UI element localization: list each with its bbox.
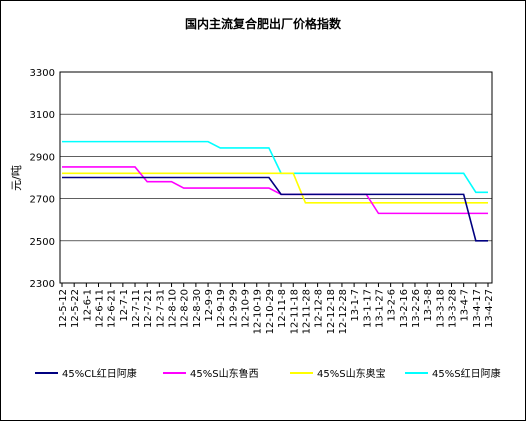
x-tick-label: 13-3-18 [435, 289, 446, 328]
x-tick-label: 12-5-12 [58, 289, 69, 328]
x-tick-label: 12-10-9 [241, 289, 252, 328]
y-axis-label: 元/吨 [10, 165, 23, 191]
x-tick-label: 12-12-18 [326, 289, 337, 334]
x-tick-label: 12-12-8 [314, 289, 325, 328]
legend-label: 45%S红日阿康 [432, 367, 501, 380]
x-tick-label: 12-9-29 [228, 289, 239, 328]
x-tick-label: 13-2-16 [399, 289, 410, 328]
x-tick-label: 12-6-11 [95, 289, 106, 328]
x-tick-label: 12-8-10 [168, 289, 179, 328]
x-tick-label: 12-9-19 [216, 289, 227, 328]
series-line [62, 166, 488, 215]
x-tick-label: 12-7-31 [155, 289, 166, 328]
x-tick-label: 13-2-26 [411, 289, 422, 328]
series-line [62, 140, 488, 194]
x-tick-label: 12-7-11 [131, 289, 142, 328]
x-tick-label: 12-12-28 [338, 289, 349, 334]
x-tick-label: 12-10-29 [265, 289, 276, 334]
x-tick-label: 13-4-27 [484, 289, 495, 328]
y-tick-label: 2300 [30, 279, 55, 290]
series-line [62, 172, 488, 204]
x-tick-label: 12-6-1 [82, 289, 93, 322]
x-tick-label: 13-1-17 [362, 289, 373, 328]
x-tick-label: 12-11-18 [289, 289, 300, 334]
legend-label: 45%S山东奥宝 [317, 367, 386, 380]
x-tick-label: 13-3-8 [423, 289, 434, 322]
x-tick-label: 13-4-17 [472, 289, 483, 328]
x-tick-label: 12-11-8 [277, 289, 288, 328]
y-tick-label: 3100 [30, 110, 55, 121]
x-tick-label: 12-10-19 [253, 289, 264, 334]
y-tick-label: 3300 [30, 68, 55, 79]
y-tick-label: 2900 [30, 152, 55, 163]
x-tick-label: 12-6-21 [107, 289, 118, 328]
x-tick-label: 12-5-22 [70, 289, 81, 328]
x-tick-label: 13-2-6 [387, 289, 398, 322]
x-tick-label: 12-7-1 [119, 289, 130, 322]
chart-title: 国内主流复合肥出厂价格指数 [185, 16, 342, 31]
y-tick-label: 2700 [30, 195, 55, 206]
series-line [62, 176, 488, 242]
legend-label: 45%CL红日阿康 [62, 367, 137, 380]
x-tick-label: 12-8-20 [180, 289, 191, 328]
x-tick-label: 13-4-7 [460, 289, 471, 322]
y-tick-label: 2500 [30, 237, 55, 248]
x-tick-label: 13-1-7 [350, 289, 361, 322]
x-tick-label: 13-1-27 [374, 289, 385, 328]
x-tick-label: 12-8-30 [192, 289, 203, 328]
x-tick-label: 12-9-9 [204, 289, 215, 322]
x-tick-label: 12-7-21 [143, 289, 154, 328]
x-tick-label: 13-3-28 [447, 289, 458, 328]
legend-label: 45%S山东鲁西 [190, 367, 259, 380]
x-tick-label: 12-11-28 [301, 289, 312, 334]
